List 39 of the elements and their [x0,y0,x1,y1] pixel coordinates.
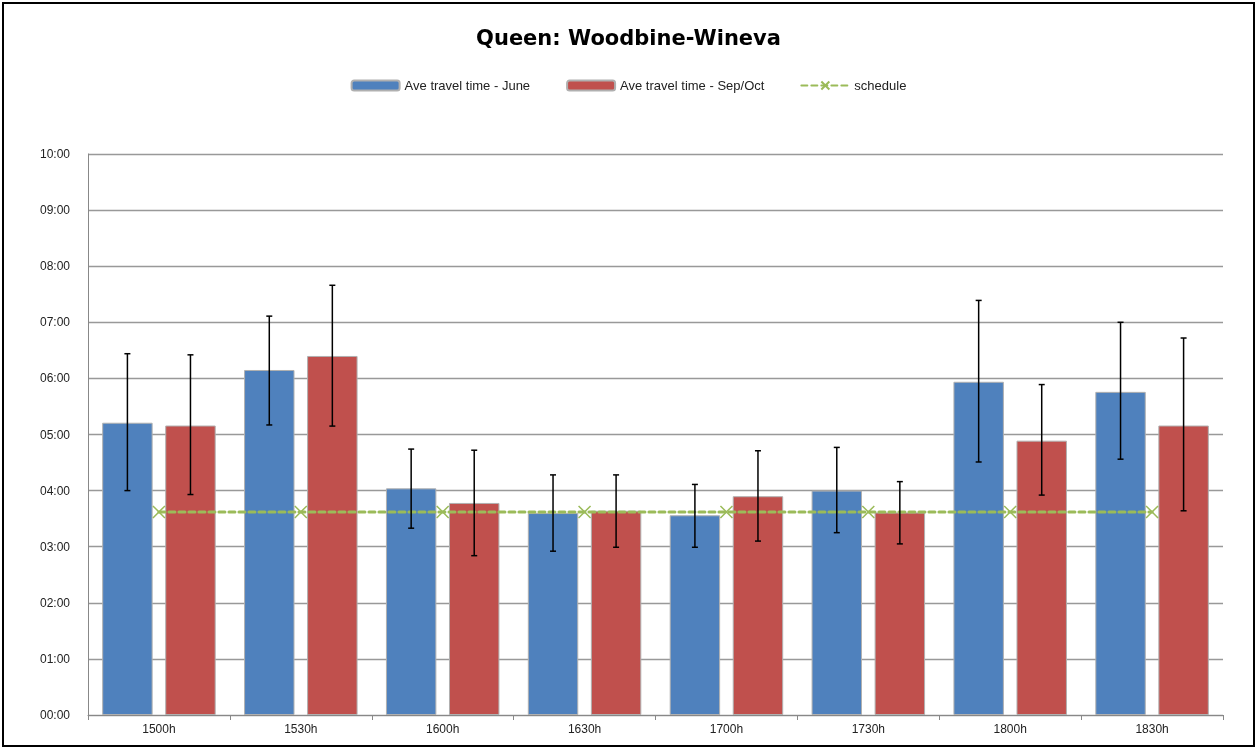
bar [811,490,863,715]
x-tick-label: 1730h [851,722,885,736]
x-tick-label: 1830h [1135,722,1169,736]
x-tick-label: 1600h [426,722,460,736]
bar [448,502,500,715]
y-tick-label: 05:00 [39,427,71,442]
bar [527,513,579,715]
y-tick-label: 00:00 [39,708,71,722]
bar [1158,425,1209,715]
bar [385,488,437,715]
y-tick-label: 04:00 [39,483,71,498]
chart-title: Queen: Woodbine-Wineva [476,25,781,50]
bar [874,512,926,715]
y-tick-label: 03:00 [39,539,71,554]
bar [307,355,358,715]
bar [953,381,1004,715]
legend-label: Ave travel time - Sep/Oct [620,78,765,93]
y-tick-label: 01:00 [39,651,71,666]
bar [1095,391,1146,715]
y-tick-label: 02:00 [39,595,71,610]
legend-label: Ave travel time - June [404,78,531,93]
y-tick-label: 09:00 [39,203,71,218]
x-tick-label: 1700h [709,722,744,736]
bar [244,369,295,715]
bar [165,425,216,715]
y-tick-label: 07:00 [39,315,71,330]
bar [669,515,721,715]
bar [1016,440,1067,715]
bar [732,496,784,715]
y-tick-label: 10:00 [39,147,71,161]
y-tick-label: 08:00 [39,259,71,274]
bar [102,422,153,715]
x-tick-label: 1530h [284,722,318,736]
y-tick-label: 06:00 [39,371,71,386]
bar [590,510,642,715]
x-tick-label: 1500h [142,722,176,736]
x-tick-label: 1630h [567,722,602,736]
legend-label: schedule [854,78,907,93]
x-tick-label: 1800h [993,722,1027,736]
